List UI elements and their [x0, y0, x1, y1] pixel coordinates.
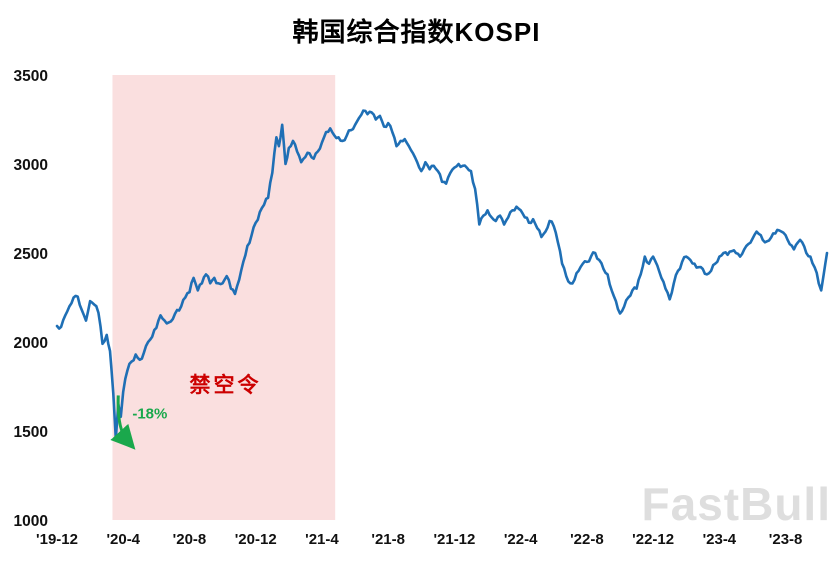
x-tick-label: '21-4 [305, 531, 339, 548]
y-tick-label: 3500 [14, 68, 48, 85]
y-tick-label: 2000 [14, 335, 48, 352]
x-tick-label: '22-12 [632, 531, 674, 548]
x-tick-label: '23-8 [769, 531, 803, 548]
x-tick-label: '20-8 [173, 531, 207, 548]
chart-title: 韩国综合指数KOSPI [292, 17, 541, 47]
y-tick-label: 3000 [14, 157, 48, 174]
y-axis-labels: 1000 1500 2000 2500 3000 3500 [14, 68, 48, 530]
y-tick-label: 2500 [14, 246, 48, 263]
fastbull-watermark: FastBull [641, 478, 831, 530]
x-axis-labels: '19-12 '20-4 '20-8 '20-12 '21-4 '21-8 '21-12 '2… [36, 531, 802, 548]
short-ban-region [112, 75, 336, 520]
drop-percent-label: -18% [132, 406, 167, 423]
x-tick-label: '21-12 [433, 531, 475, 548]
x-tick-label: '21-8 [371, 531, 405, 548]
x-tick-label: '22-4 [504, 531, 538, 548]
x-tick-label: '20-12 [235, 531, 277, 548]
x-tick-label: '19-12 [36, 531, 78, 548]
x-tick-label: '20-4 [106, 531, 140, 548]
kospi-line [55, 109, 829, 440]
y-tick-label: 1000 [14, 513, 48, 530]
x-tick-label: '22-8 [570, 531, 604, 548]
y-tick-label: 1500 [14, 424, 48, 441]
drop-arrow [110, 395, 136, 450]
x-tick-label: '23-4 [703, 531, 737, 548]
short-ban-label: 禁空令 [189, 373, 261, 397]
